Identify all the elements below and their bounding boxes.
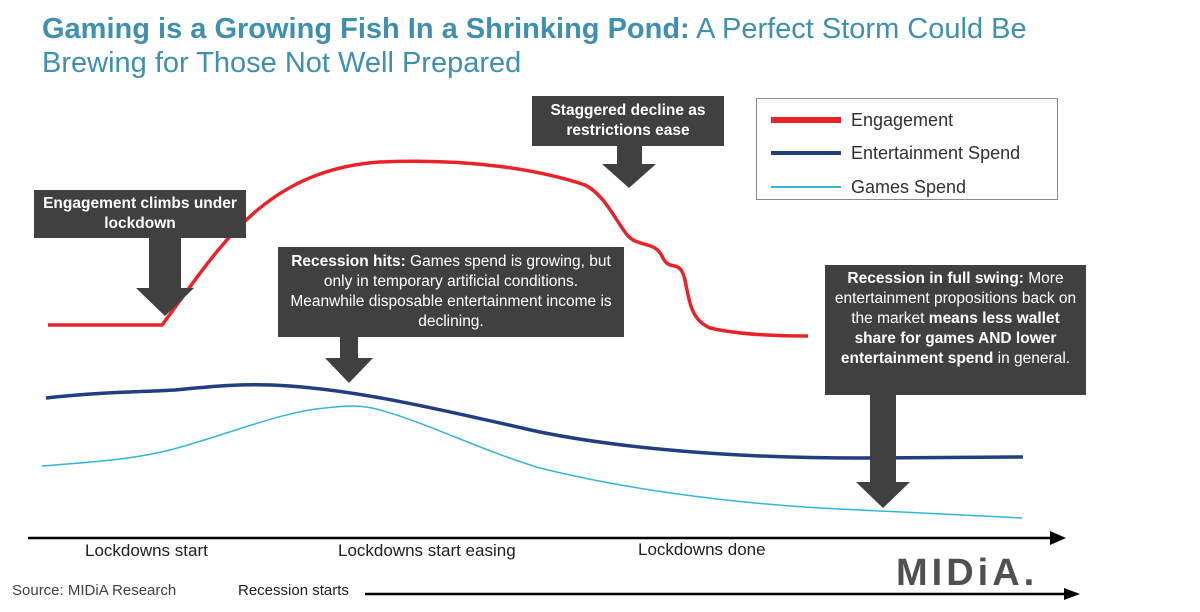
recession-starts-label: Recession starts bbox=[238, 582, 349, 599]
legend-label-entertainment-spend: Entertainment Spend bbox=[851, 143, 1021, 163]
chart-title-bold: Gaming is a Growing Fish In a Shrinking … bbox=[42, 13, 690, 45]
annotation-full-swing-text2: in general. bbox=[993, 350, 1071, 367]
annotation-recession-full-swing: Recession in full swing: More entertainm… bbox=[825, 265, 1086, 395]
annotation-recession-hits-text: Games spend is growing, but only in temp… bbox=[290, 253, 612, 330]
annotation-full-swing-text1: More entertainment propositions back on … bbox=[834, 270, 1077, 327]
legend-swatch-entertainment-spend bbox=[771, 151, 841, 155]
legend-swatch-games-spend bbox=[771, 186, 841, 188]
recession-hits-arrow bbox=[325, 337, 373, 383]
source-note: Source: MIDiA Research bbox=[12, 582, 177, 599]
legend-swatch-engagement bbox=[771, 117, 841, 123]
annotation-engagement-climbs-text: Engagement climbs under lockdown bbox=[43, 195, 237, 232]
annotation-staggered-decline: Staggered decline as restrictions ease bbox=[532, 96, 724, 146]
legend-label-games-spend: Games Spend bbox=[851, 177, 967, 197]
chart-legend: Engagement Entertainment Spend Games Spe… bbox=[756, 98, 1058, 200]
x-tick-label-lockdowns-easing: Lockdowns start easing bbox=[338, 541, 516, 560]
staggered-decline-arrow bbox=[602, 146, 656, 188]
legend-item-entertainment-spend: Entertainment Spend bbox=[757, 141, 1057, 165]
series-line-engagement bbox=[48, 159, 809, 338]
annotation-recession-hits-bold: Recession hits: bbox=[291, 253, 406, 270]
chart-title: Gaming is a Growing Fish In a Shrinking … bbox=[42, 12, 1042, 80]
x-axis-arrowhead bbox=[1050, 531, 1066, 545]
engagement-climbs-arrow bbox=[136, 238, 194, 316]
annotation-recession-hits: Recession hits: Games spend is growing, … bbox=[278, 247, 624, 337]
legend-label-engagement: Engagement bbox=[851, 110, 954, 130]
recession-arrowhead bbox=[1064, 588, 1080, 600]
chart-title-rest: A Perfect Storm Could Be Brewing for Tho… bbox=[42, 13, 1027, 79]
midia-logo: MIDiA. bbox=[896, 552, 1039, 594]
legend-item-games-spend: Games Spend bbox=[757, 175, 1057, 199]
annotation-full-swing-bold1: Recession in full swing: bbox=[847, 270, 1024, 287]
annotation-full-swing-bold2: means less wallet share for games AND lo… bbox=[840, 310, 1060, 367]
annotation-staggered-decline-text: Staggered decline as restrictions ease bbox=[550, 102, 706, 139]
full-swing-arrow bbox=[856, 395, 910, 508]
series-line-games-spend bbox=[41, 405, 1023, 519]
legend-item-engagement: Engagement bbox=[757, 108, 1057, 132]
x-tick-label-lockdowns-start: Lockdowns start bbox=[85, 541, 208, 560]
x-tick-label-lockdowns-done: Lockdowns done bbox=[638, 540, 766, 559]
annotation-engagement-climbs: Engagement climbs under lockdown bbox=[34, 190, 246, 238]
